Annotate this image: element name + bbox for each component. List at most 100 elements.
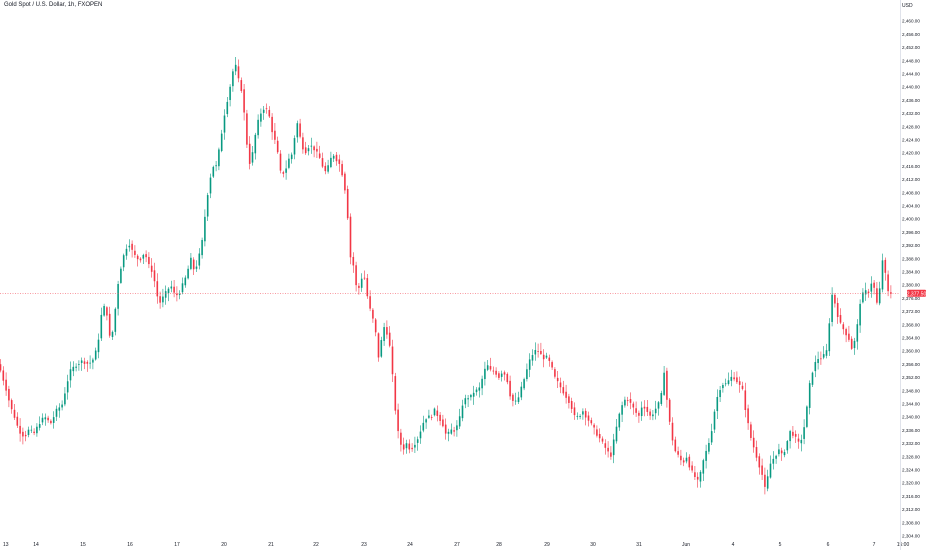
- time-tick-label: 22: [313, 542, 319, 548]
- candle-body: [405, 443, 408, 449]
- price-tick-label: 2,348.00: [902, 388, 920, 393]
- candle-body: [69, 369, 72, 381]
- candle-body: [103, 305, 105, 316]
- last-price-layer: 2,377.50: [0, 289, 926, 297]
- candle-body: [433, 408, 436, 416]
- candle-body: [164, 291, 167, 298]
- candle-body: [486, 365, 489, 370]
- candle-body: [232, 71, 234, 87]
- candle: [103, 303, 105, 317]
- candle: [201, 237, 203, 259]
- candle: [344, 171, 346, 194]
- candle-body: [699, 471, 702, 482]
- candle: [335, 151, 338, 166]
- candle-body: [296, 123, 299, 138]
- candle-body: [254, 134, 257, 154]
- candle-body: [803, 427, 805, 439]
- candle-body: [419, 431, 422, 439]
- candle-body: [212, 166, 215, 177]
- candle: [478, 382, 481, 398]
- candle-body: [741, 385, 744, 389]
- last-price-badge[interactable]: [907, 289, 926, 297]
- candle: [710, 423, 713, 446]
- candle-body: [159, 296, 161, 303]
- candle: [206, 192, 209, 222]
- candle: [16, 412, 19, 428]
- time-axis[interactable]: 13 14 15 16 17 20 21 22 23 24 27 28 29 30 31 Jun 4 5 6 7 15:…: [3, 542, 909, 548]
- candle: [727, 372, 730, 386]
- candle: [117, 280, 119, 316]
- candle: [565, 384, 567, 404]
- candle: [512, 393, 514, 407]
- candle: [598, 428, 601, 443]
- candle: [755, 440, 758, 462]
- candle: [674, 436, 677, 453]
- candle: [864, 282, 867, 301]
- candle: [296, 120, 299, 143]
- candle-body: [559, 382, 562, 388]
- candle-body: [537, 351, 539, 352]
- candle: [780, 447, 783, 461]
- candle-body: [498, 373, 500, 378]
- candle-body: [503, 372, 506, 375]
- candle: [332, 153, 335, 162]
- candle: [736, 371, 738, 384]
- candle-body: [780, 450, 783, 454]
- candle-body: [307, 148, 310, 152]
- candle: [713, 409, 716, 433]
- candle-body: [229, 86, 231, 101]
- candle-body: [654, 408, 657, 414]
- time-tick-label: 31: [636, 542, 642, 548]
- candle-body: [251, 152, 254, 163]
- candle-body: [78, 364, 80, 365]
- price-tick-label: 2,372.00: [902, 309, 920, 314]
- candle-body: [590, 420, 593, 424]
- candle-body: [447, 431, 450, 434]
- candle-body: [5, 379, 7, 391]
- candle-body: [344, 173, 346, 191]
- candle: [106, 306, 108, 321]
- candle: [405, 439, 408, 454]
- candle: [187, 265, 189, 280]
- candle: [850, 336, 853, 350]
- candle-body: [173, 286, 175, 293]
- candle: [411, 443, 413, 452]
- candle: [260, 108, 262, 127]
- candle: [716, 389, 719, 420]
- price-tick-label: 2,440.00: [902, 85, 920, 90]
- candle: [24, 430, 27, 442]
- candle: [495, 367, 497, 378]
- time-tick-label: 16: [127, 542, 133, 548]
- price-axis[interactable]: 2,460.00 2,456.00 2,452.00 2,448.00 2,444.00…: [902, 19, 920, 539]
- candle-body: [327, 165, 329, 172]
- candle: [638, 410, 640, 423]
- candle-body: [514, 400, 517, 402]
- candle-body: [475, 389, 478, 393]
- candle: [464, 394, 467, 409]
- candle: [545, 352, 548, 360]
- candle: [374, 318, 377, 337]
- candle-body: [820, 358, 822, 360]
- candle-body: [640, 407, 643, 417]
- candle: [887, 270, 889, 297]
- candle: [724, 378, 727, 387]
- candle: [254, 132, 257, 160]
- candle: [279, 150, 282, 174]
- candle-body: [764, 474, 766, 487]
- candle: [369, 290, 371, 312]
- candle-body: [677, 451, 679, 455]
- candle-body: [850, 338, 853, 349]
- candle: [691, 461, 693, 473]
- candle: [705, 444, 707, 469]
- candle: [439, 412, 441, 426]
- candle: [234, 56, 237, 76]
- candle: [694, 466, 696, 480]
- candle-body: [453, 430, 455, 432]
- candle: [643, 400, 646, 417]
- candle: [400, 428, 402, 452]
- candle-body: [517, 397, 520, 402]
- candle: [195, 260, 198, 273]
- candle-body: [668, 399, 671, 422]
